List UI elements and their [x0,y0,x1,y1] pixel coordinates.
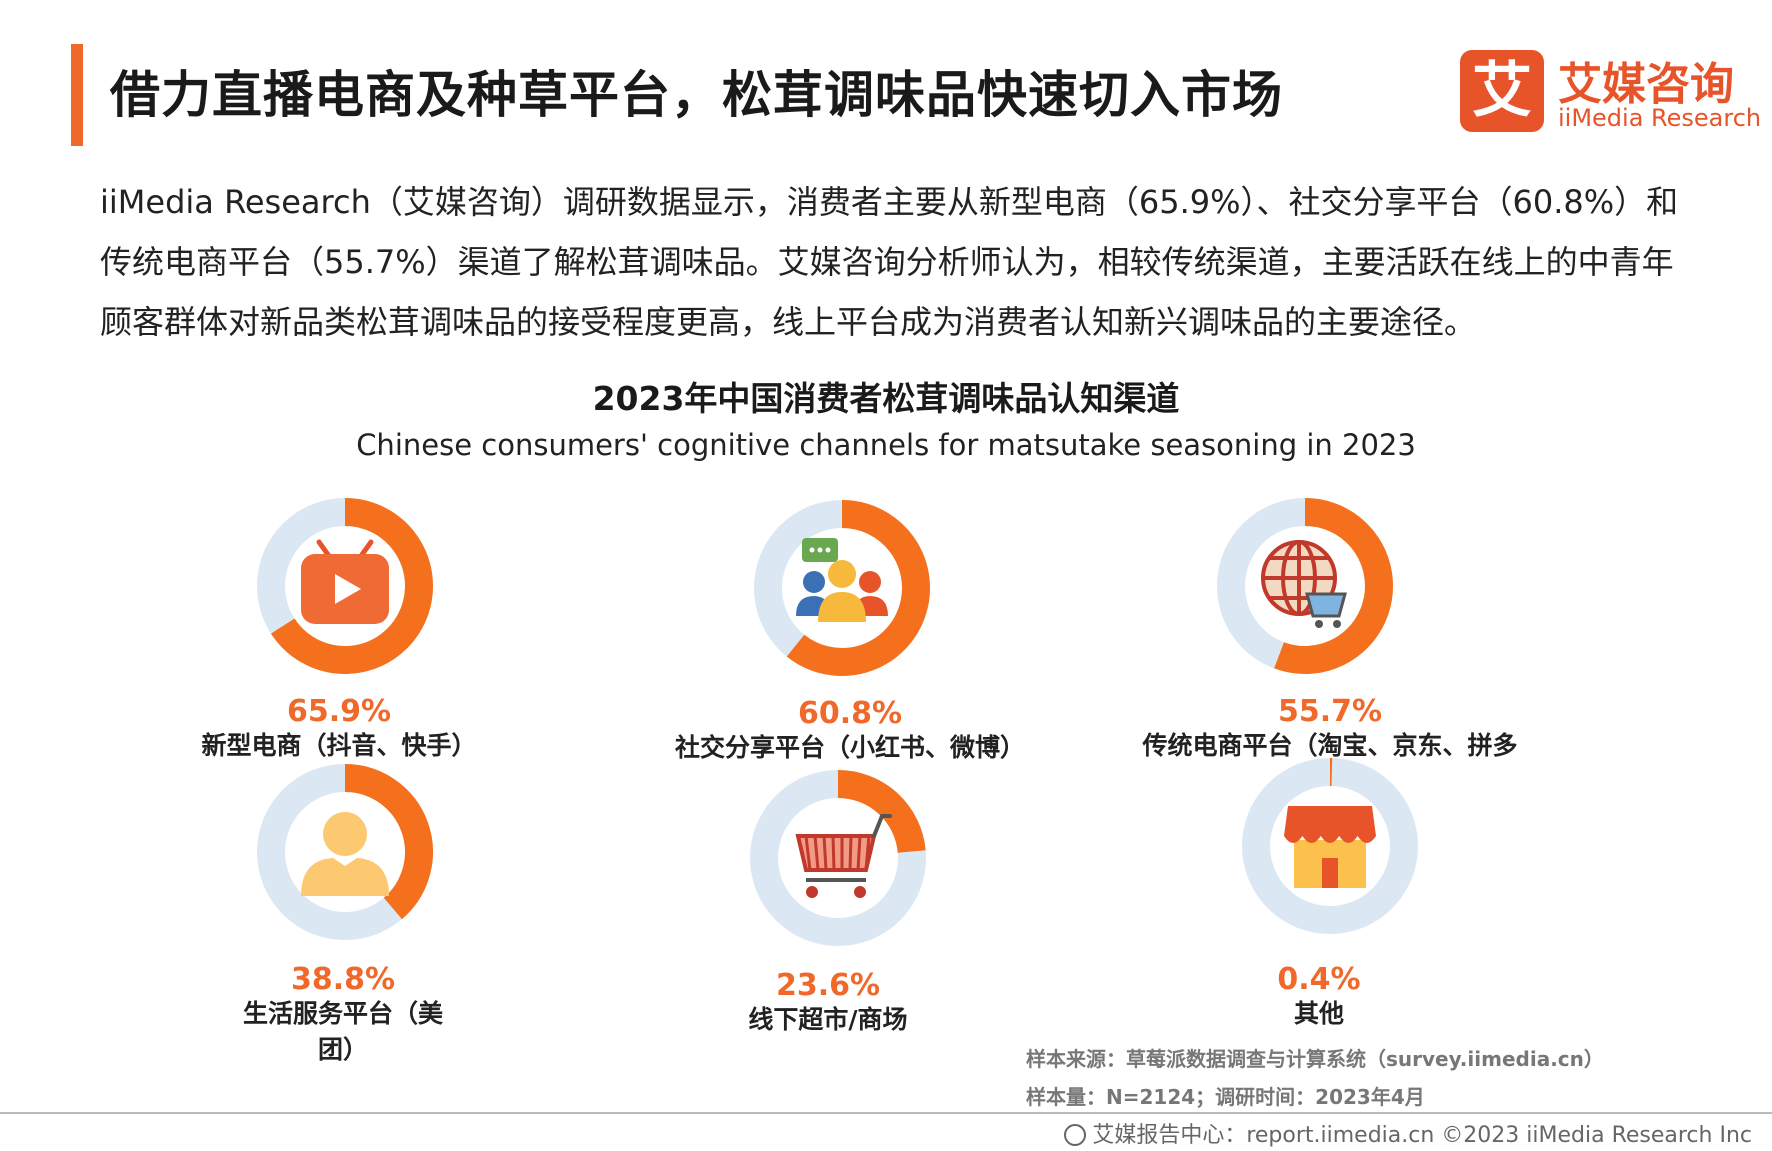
category-label: 其他 [1293,999,1344,1028]
footer-divider [0,1112,1772,1114]
category-label: 新型电商（抖音、快手） [201,731,477,760]
donut-3 [1217,498,1393,674]
tv-play-icon [301,539,389,624]
donut-5 [750,770,926,946]
category-label: 线下超市/商场 [748,1005,908,1034]
category-label: 社交分享平台（小红书、微博） [674,733,1025,762]
donut-1 [257,498,433,674]
logo-mark-char: 艾 [1472,56,1532,126]
people-chat-icon [796,538,888,622]
logo-en: iiMedia Research [1558,104,1762,132]
logo: 艾 艾媒咨询 iiMedia Research [1460,48,1761,134]
donut-2 [754,500,930,676]
pct-label: 60.8% [797,696,903,731]
logo-cn: 艾媒咨询 [1558,59,1734,110]
globe-cart-icon [1261,540,1347,628]
title-accent-bar [71,44,83,146]
category-label: 传统电商平台（淘宝、京东、拼多 [1142,731,1518,760]
source-line-2: 样本量：N=2124；调研时间：2023年4月 [1026,1085,1425,1109]
globe-icon [1064,1124,1087,1146]
pct-label: 55.7% [1277,694,1383,729]
source-line-1: 样本来源：草莓派数据调查与计算系统（survey.iimedia.cn） [1026,1047,1604,1071]
footer: 艾媒报告中心：report.iimedia.cn ©2023 iiMedia R… [1064,1117,1752,1149]
logo-mark: 艾 [1460,50,1544,132]
pct-label: 38.8% [290,962,396,997]
donut-value-arc [1274,498,1393,674]
person-icon [301,812,389,896]
intro-paragraph: iiMedia Research（艾媒咨询）调研数据显示，消费者主要从新型电商（… [100,183,1679,341]
shopping-cart-icon [795,814,892,898]
category-label: 生活服务平台（美团） [242,999,443,1064]
chart-subtitle: Chinese consumers' cognitive channels fo… [356,428,1416,462]
donut-value-arc [344,764,433,920]
store-icon [1284,806,1376,888]
donut-4 [257,764,433,940]
page-title: 借力直播电商及种草平台，松茸调味品快速切入市场 [110,66,1283,124]
pct-label: 65.9% [286,694,392,729]
pct-label: 23.6% [775,968,881,1003]
donut-6 [1242,757,1418,934]
donut-value-arc [271,498,433,674]
donut-value-arc [837,770,926,854]
pct-label: 0.4% [1277,962,1361,997]
donut-value-arc [786,500,930,676]
footer-text: 艾媒报告中心：report.iimedia.cn ©2023 iiMedia R… [1092,1123,1752,1148]
chart-title: 2023年中国消费者松茸调味品认知渠道 [592,379,1180,418]
